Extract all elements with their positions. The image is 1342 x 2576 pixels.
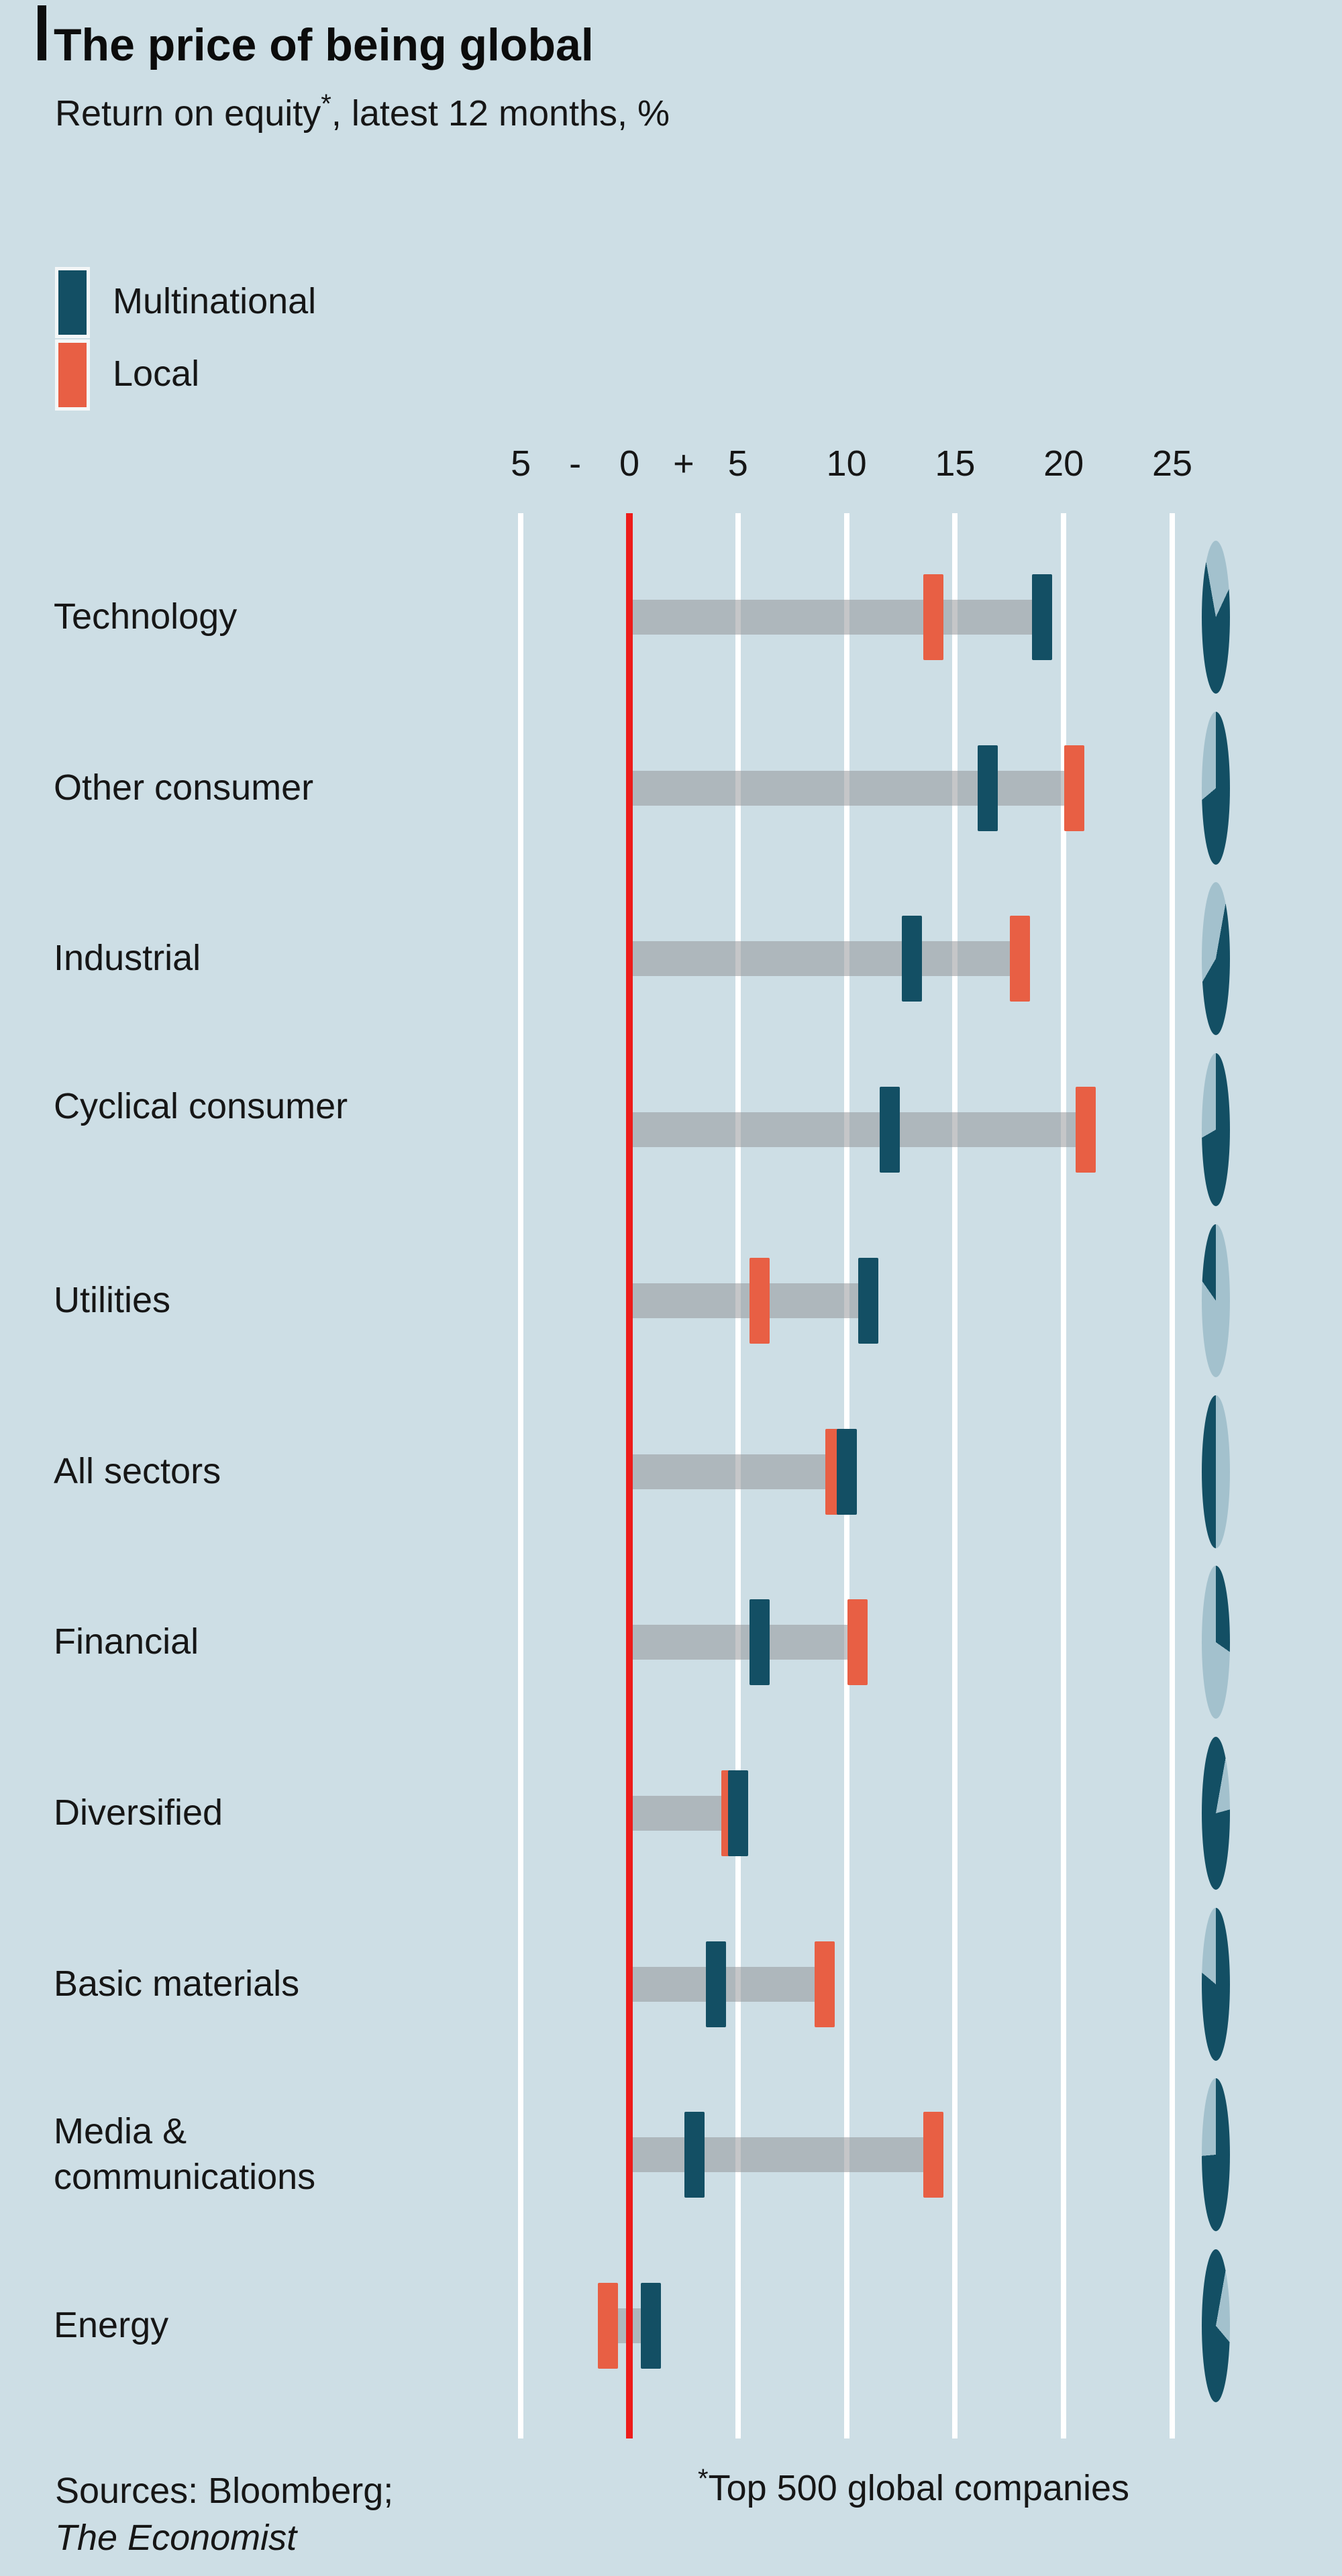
- local-marker: [1010, 916, 1031, 1002]
- multinational-marker: [641, 2283, 662, 2369]
- local-marker: [923, 574, 944, 660]
- sector-pie: [1202, 1053, 1230, 1207]
- sector-pie: [1202, 1566, 1230, 1719]
- category-label: Utilities: [54, 1279, 171, 1320]
- range-bar: [629, 941, 1021, 977]
- category-label: Industrial: [54, 938, 201, 979]
- local-marker: [847, 1599, 868, 1686]
- sector-pie: [1202, 1736, 1230, 1890]
- legend-label-multinational: Multinational: [113, 281, 317, 321]
- subtitle-prefix: Return on equity: [55, 93, 321, 133]
- category-label: Other consumer: [54, 767, 314, 808]
- sector-pie: [1202, 1907, 1230, 2061]
- gridline: [1061, 513, 1067, 2438]
- corner-mark: [38, 5, 46, 60]
- axis-tick-label: 15: [935, 443, 976, 484]
- legend-swatch-multinational: [55, 267, 90, 338]
- axis-tick-label: 10: [826, 443, 867, 484]
- footnote: *Top 500 global companies: [698, 2464, 1130, 2509]
- sources-note: Sources: Bloomberg; The Economist: [55, 2467, 393, 2561]
- axis-tick-label: 5: [511, 443, 531, 484]
- local-marker: [923, 2112, 944, 2198]
- multinational-marker: [706, 1941, 727, 2027]
- multinational-marker: [901, 916, 922, 1002]
- category-label: All sectors: [54, 1450, 221, 1491]
- axis-tick-label: -: [569, 443, 582, 484]
- category-label: Technology: [54, 596, 238, 637]
- range-bar: [629, 1112, 1086, 1148]
- axis-tick-label: 0: [619, 443, 640, 484]
- sector-pie: [1202, 1395, 1230, 1548]
- legend-swatch-local: [55, 339, 90, 411]
- axis-tick-label: +: [673, 443, 694, 484]
- range-bar: [629, 1795, 738, 1831]
- multinational-marker: [750, 1599, 770, 1686]
- subtitle-asterisk: *: [321, 89, 331, 119]
- sources-line2: The Economist: [55, 2518, 297, 2559]
- zero-line: [626, 513, 633, 2438]
- local-marker: [1064, 745, 1085, 831]
- multinational-marker: [836, 1428, 857, 1515]
- category-label: Cyclical consumer: [54, 1086, 348, 1127]
- category-label: Diversified: [54, 1792, 223, 1833]
- legend-label-local: Local: [113, 354, 200, 394]
- axis-tick-label: 25: [1151, 443, 1193, 484]
- range-bar: [629, 600, 1042, 635]
- subtitle-suffix: , latest 12 months, %: [331, 93, 670, 133]
- gridline: [952, 513, 958, 2438]
- sector-pie: [1202, 2249, 1230, 2402]
- multinational-marker: [880, 1087, 900, 1173]
- range-bar: [629, 1966, 825, 2002]
- local-marker: [1075, 1087, 1096, 1173]
- sector-pie: [1202, 2078, 1230, 2232]
- multinational-marker: [684, 2112, 705, 2198]
- multinational-marker: [1031, 574, 1052, 660]
- sources-line1: Sources: Bloomberg;: [55, 2471, 394, 2511]
- range-bar: [629, 1454, 847, 1489]
- sector-pie: [1202, 541, 1230, 694]
- axis-tick-label: 5: [727, 443, 748, 484]
- chart-subtitle: Return on equity*, latest 12 months, %: [55, 91, 670, 134]
- category-label: Media & communications: [54, 2111, 316, 2197]
- category-label: Basic materials: [54, 1963, 300, 2004]
- sector-pie: [1202, 882, 1230, 1036]
- local-marker: [815, 1941, 835, 2027]
- gridline: [1170, 513, 1175, 2438]
- range-bar: [629, 1283, 868, 1318]
- footnote-text: Top 500 global companies: [708, 2468, 1130, 2508]
- range-bar: [629, 2137, 934, 2173]
- local-marker: [597, 2283, 618, 2369]
- footnote-asterisk: *: [698, 2464, 709, 2493]
- multinational-marker: [977, 745, 998, 831]
- multinational-marker: [858, 1257, 878, 1344]
- range-bar: [629, 770, 1075, 806]
- multinational-marker: [727, 1770, 748, 1856]
- axis-tick-label: 20: [1043, 443, 1084, 484]
- chart-title: The price of being global: [54, 19, 594, 70]
- sector-pie: [1202, 711, 1230, 865]
- gridline: [518, 513, 524, 2438]
- range-bar: [629, 1625, 858, 1660]
- category-label: Energy: [54, 2305, 169, 2345]
- category-label: Financial: [54, 1621, 199, 1662]
- sector-pie: [1202, 1224, 1230, 1377]
- local-marker: [750, 1257, 770, 1344]
